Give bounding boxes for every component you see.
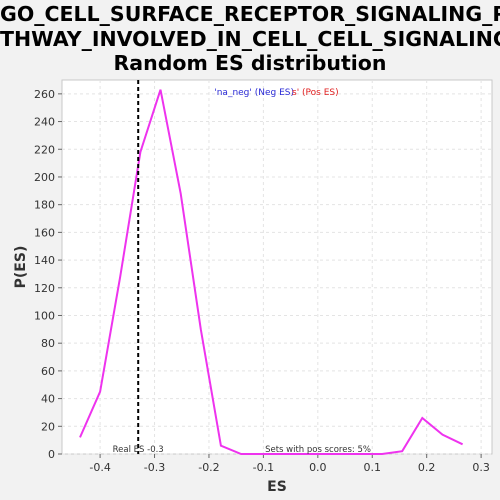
x-tick-label: 0.2 bbox=[418, 461, 436, 474]
plot-area bbox=[62, 80, 492, 454]
x-tick-label: 0.1 bbox=[364, 461, 382, 474]
y-tick-label: 220 bbox=[34, 143, 55, 156]
y-tick-label: 60 bbox=[41, 365, 55, 378]
real-es-label: Real ES -0.3 bbox=[113, 445, 164, 455]
x-tick-label: -0.3 bbox=[144, 461, 165, 474]
y-axis-ticks: 0 20 40 60 80 100 120 140 160 180 200 220 240 260 bbox=[34, 88, 62, 461]
y-tick-label: 20 bbox=[41, 420, 55, 433]
y-tick-label: 120 bbox=[34, 282, 55, 295]
x-tick-label: 0.3 bbox=[472, 461, 490, 474]
x-axis-ticks: -0.4 -0.3 -0.2 -0.1 0.0 0.1 0.2 0.3 bbox=[89, 454, 489, 474]
y-tick-label: 160 bbox=[34, 226, 55, 239]
x-tick-label: -0.4 bbox=[89, 461, 110, 474]
x-tick-label: 0.0 bbox=[309, 461, 327, 474]
y-axis-title: P(ES) bbox=[13, 246, 29, 289]
y-tick-label: 240 bbox=[34, 116, 55, 129]
y-tick-label: 80 bbox=[41, 337, 55, 350]
x-axis-title: ES bbox=[267, 479, 287, 495]
y-tick-label: 140 bbox=[34, 254, 55, 267]
x-tick-label: -0.1 bbox=[253, 461, 274, 474]
legend-pos-es: s' (Pos ES) bbox=[292, 88, 339, 98]
y-tick-label: 180 bbox=[34, 199, 55, 212]
y-tick-label: 200 bbox=[34, 171, 55, 184]
pos-scores-label: Sets with pos scores: 5% bbox=[265, 445, 371, 455]
legend-neg-es: 'na_neg' (Neg ES) bbox=[214, 88, 294, 98]
y-tick-label: 40 bbox=[41, 393, 55, 406]
y-tick-label: 0 bbox=[48, 448, 55, 461]
y-tick-label: 100 bbox=[34, 309, 55, 322]
x-tick-label: -0.2 bbox=[198, 461, 219, 474]
y-tick-label: 260 bbox=[34, 88, 55, 101]
